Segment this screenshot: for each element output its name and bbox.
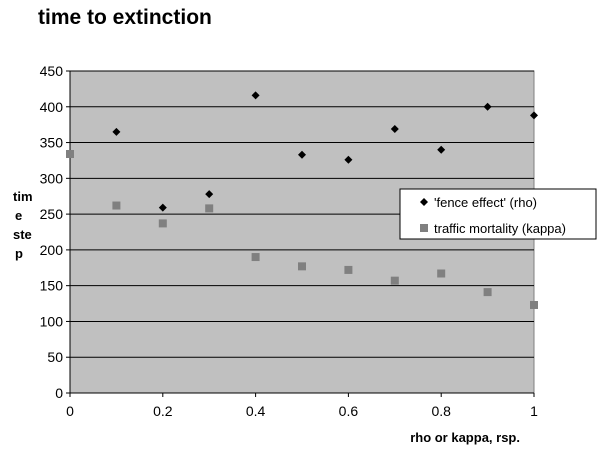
chart-title: time to extinction xyxy=(38,6,212,29)
point-fence-6 xyxy=(390,124,399,133)
point-traffic-4 xyxy=(251,253,260,262)
y-tick-200: 200 xyxy=(40,242,64,258)
point-traffic-8 xyxy=(437,269,446,278)
point-traffic-3 xyxy=(205,204,214,213)
legend-marker-square xyxy=(420,224,428,232)
point-fence-2 xyxy=(205,190,214,199)
y-tick-150: 150 xyxy=(40,278,64,294)
x-tick-0.2: 0.2 xyxy=(153,403,173,419)
x-tick-labels: 0 0.2 0.4 0.6 0.8 1 xyxy=(66,403,538,419)
point-fence-5 xyxy=(344,155,353,164)
y-tick-0: 0 xyxy=(55,385,63,401)
legend-label-fence-effect: 'fence effect' (rho) xyxy=(434,195,537,210)
y-tick-100: 100 xyxy=(40,313,64,329)
point-traffic-0 xyxy=(66,150,74,159)
axes xyxy=(69,71,535,397)
point-fence-4 xyxy=(298,150,306,159)
point-fence-8 xyxy=(483,102,492,111)
x-tick-1: 1 xyxy=(530,403,538,419)
series-traffic-mortality xyxy=(66,150,538,309)
point-traffic-10 xyxy=(530,300,538,309)
y-axis-label-line-4: p xyxy=(15,246,23,261)
legend: 'fence effect' (rho) traffic mortality (… xyxy=(399,188,597,240)
x-tick-0.8: 0.8 xyxy=(431,403,451,419)
x-tick-0: 0 xyxy=(66,403,74,419)
point-traffic-7 xyxy=(390,276,399,285)
legend-box xyxy=(399,188,597,240)
point-traffic-9 xyxy=(483,288,492,297)
point-fence-0 xyxy=(112,127,121,136)
y-tick-400: 400 xyxy=(40,99,64,115)
point-fence-9 xyxy=(530,111,538,120)
series-fence-effect xyxy=(112,91,538,212)
y-tick-50: 50 xyxy=(47,349,63,365)
gridlines xyxy=(66,70,534,394)
legend-marker-diamond xyxy=(420,198,428,206)
point-traffic-1 xyxy=(112,201,121,210)
point-traffic-6 xyxy=(344,265,353,274)
x-axis-label: rho or kappa, rsp. xyxy=(410,430,520,445)
y-tick-250: 250 xyxy=(40,206,64,222)
point-fence-1 xyxy=(158,203,167,212)
point-traffic-2 xyxy=(158,219,167,228)
y-tick-labels: 0 50 100 150 200 250 300 350 400 450 xyxy=(40,63,64,401)
y-tick-300: 300 xyxy=(40,170,64,186)
y-axis-label-line-2: e xyxy=(15,208,22,223)
y-tick-350: 350 xyxy=(40,135,64,151)
x-tick-0.6: 0.6 xyxy=(339,403,359,419)
point-fence-3 xyxy=(251,91,260,100)
legend-label-traffic-mortality: traffic mortality (kappa) xyxy=(434,221,566,236)
x-tick-0.4: 0.4 xyxy=(246,403,266,419)
y-tick-450: 450 xyxy=(40,63,64,79)
point-fence-7 xyxy=(437,145,446,154)
y-axis-label-line-3: ste xyxy=(13,227,32,242)
y-axis-label-line-1: tim xyxy=(13,189,33,204)
point-traffic-5 xyxy=(298,262,306,271)
